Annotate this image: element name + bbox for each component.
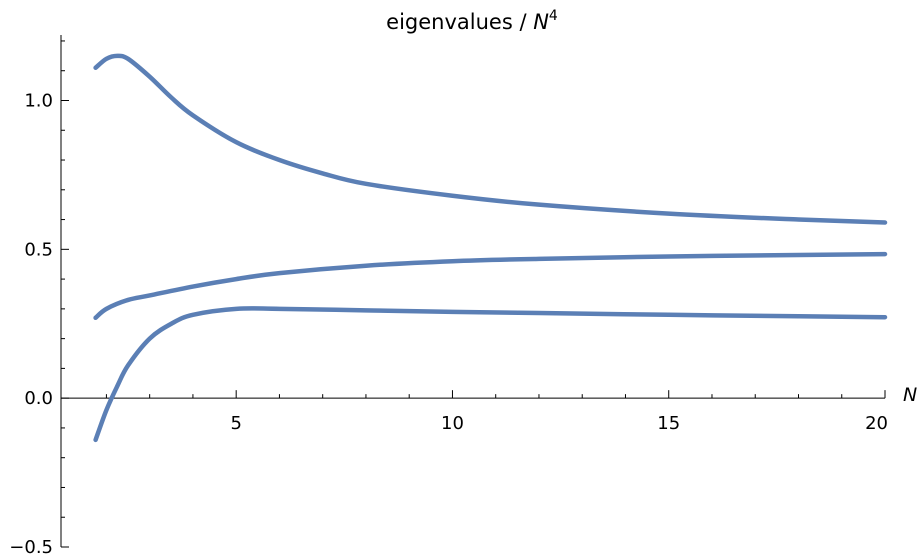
x-tick-label: 20 — [865, 413, 888, 434]
y-tick-label: 1.0 — [24, 90, 53, 111]
axes-group: −0.5 0.0 0.5 1.0 5 10 15 20 — [9, 35, 888, 558]
chart-title-text: eigenvalues / — [386, 10, 533, 34]
series-line-1 — [93, 53, 888, 225]
chart-title-exponent: 4 — [549, 8, 558, 24]
y-tick-label: 0.0 — [24, 388, 53, 409]
x-tick-label: 15 — [657, 413, 680, 434]
chart-title: eigenvalues / N4 — [386, 8, 558, 34]
x-tick-label: 5 — [230, 413, 241, 434]
chart-title-variable: N — [533, 10, 549, 34]
series-group — [93, 53, 888, 443]
x-axis-label: N — [903, 384, 917, 406]
series-line-2 — [93, 251, 888, 321]
y-tick-label: 0.5 — [24, 239, 53, 260]
y-tick-label: −0.5 — [9, 537, 53, 558]
series-line-3 — [93, 306, 888, 443]
x-tick-label: 10 — [441, 413, 464, 434]
